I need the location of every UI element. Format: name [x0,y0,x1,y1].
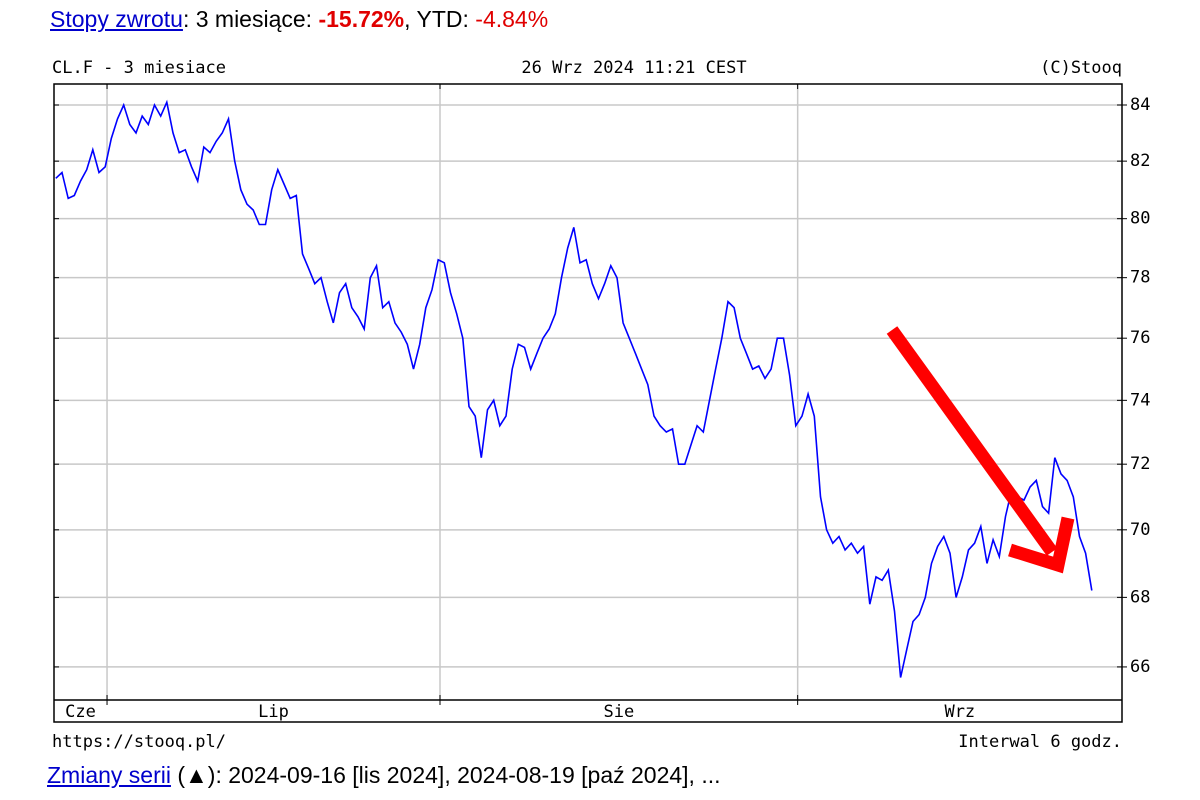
arrow-head [1008,516,1075,574]
return-ytd: -4.84% [475,6,549,32]
y-tick-label: 78 [1130,268,1150,288]
y-tick-label: 76 [1130,328,1150,348]
source: https://stooq.pl/ [52,732,226,752]
text: : 3 miesiące: [182,6,319,32]
returns-link[interactable]: Stopy zwrotu [50,6,183,32]
y-tick-label: 66 [1130,657,1150,677]
price-line [55,99,1093,678]
interval: Interwal 6 godz. [958,732,1122,752]
y-tick-label: 68 [1130,587,1150,607]
x-tick-label: Cze [65,702,96,722]
series-link[interactable]: Zmiany serii [47,762,171,788]
copyright: (C)Stooq [1040,58,1122,78]
returns-line: Stopy zwrotu: 3 miesiące: -15.72%, YTD: … [50,6,548,33]
x-tick-label: Lip [258,702,289,722]
annotation-arrow [886,326,1075,574]
y-tick-label: 70 [1130,520,1150,540]
x-tick-label: Sie [603,702,634,722]
text: (▲): 2024-09-16 [lis 2024], 2024-08-19 [… [170,762,721,788]
chart-title: CL.F - 3 miesiace [52,58,226,78]
y-tick-label: 82 [1130,151,1150,171]
y-tick-label: 72 [1130,454,1150,474]
x-tick-label: Wrz [944,702,975,722]
y-tick-label: 84 [1130,95,1150,115]
y-tick-label: 74 [1130,390,1150,410]
plot-frame [53,83,1123,723]
y-tick-label: 80 [1130,209,1150,229]
footer-line: Zmiany serii (▲): 2024-09-16 [lis 2024],… [47,762,721,789]
arrow-shaft [886,326,1058,556]
timestamp: 26 Wrz 2024 11:21 CEST [521,58,746,78]
return-3m: -15.72% [318,6,405,32]
text: , YTD: [404,6,476,32]
